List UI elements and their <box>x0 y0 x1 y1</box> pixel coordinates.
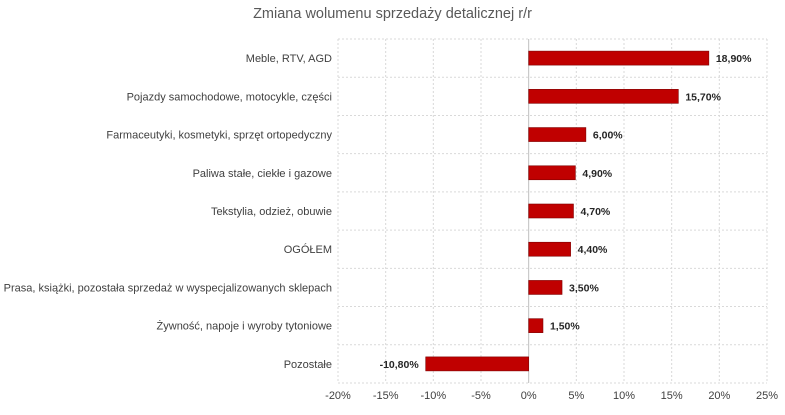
x-tick-label: -5% <box>471 390 491 402</box>
bar <box>528 89 679 104</box>
chart-title: Zmiana wolumenu sprzedaży detalicznej r/… <box>253 6 532 22</box>
bar <box>425 356 529 372</box>
data-label: 15,70% <box>685 91 721 103</box>
x-tick-label: 10% <box>613 390 635 402</box>
category-label: Tekstylia, odzież, obuwie <box>211 206 332 218</box>
data-label: 6,00% <box>593 130 623 142</box>
bar <box>528 241 571 257</box>
category-label: Pozostałe <box>284 359 332 371</box>
bar <box>528 203 574 219</box>
x-tick-label: 5% <box>568 390 584 402</box>
category-label: Prasa, książki, pozostała sprzedaż w wys… <box>4 282 332 294</box>
bar <box>528 165 576 181</box>
labels-layer: -20% -15% -10% -5% 0% 5% 10% 15% 20% 25% Meble, RT… <box>4 53 779 402</box>
x-tick-label: -20% <box>325 390 351 402</box>
data-label: 1,50% <box>550 321 580 333</box>
data-label: -10,80% <box>380 359 420 371</box>
x-tick-label: 15% <box>661 390 683 402</box>
category-label: Meble, RTV, AGD <box>246 53 332 65</box>
category-label: OGÓŁEM <box>284 243 332 256</box>
x-tick-label: -15% <box>373 390 399 402</box>
bar <box>528 127 587 142</box>
data-label: 4,90% <box>582 168 612 180</box>
bar <box>528 50 710 66</box>
x-tick-label: 20% <box>708 390 730 402</box>
bar <box>528 280 563 295</box>
bars-layer <box>425 50 710 372</box>
data-label: 4,40% <box>578 244 608 256</box>
bar <box>528 318 544 333</box>
data-label: 18,90% <box>716 53 752 65</box>
x-tick-label: -10% <box>420 390 446 402</box>
x-tick-label: 25% <box>756 390 778 402</box>
data-label: 4,70% <box>580 206 610 218</box>
category-label: Paliwa stałe, ciekłe i gazowe <box>193 168 332 180</box>
data-label: 3,50% <box>569 282 599 294</box>
category-label: Pojazdy samochodowe, motocykle, części <box>127 91 332 103</box>
category-label: Żywność, napoje i wyroby tytoniowe <box>157 320 332 333</box>
category-label: Farmaceutyki, kosmetyki, sprzęt ortopedy… <box>106 130 332 142</box>
x-tick-label: 0% <box>521 390 537 402</box>
